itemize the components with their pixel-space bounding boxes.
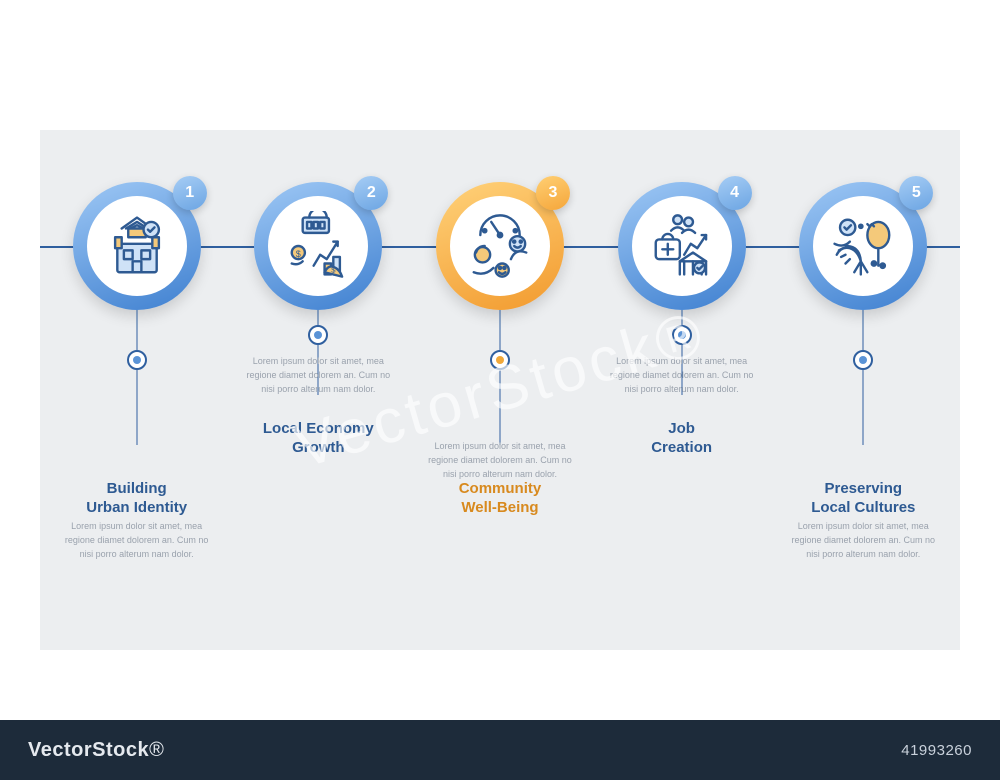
item-icon-economy: $ $ bbox=[268, 196, 368, 296]
infographic-item: 4 Job Creation Lorem ipsum dolor sit ame… bbox=[597, 130, 767, 310]
item-title: Building Urban Identity bbox=[52, 480, 222, 518]
footer-image-number: 41993260 bbox=[901, 742, 972, 759]
item-number-badge: 5 bbox=[899, 176, 933, 210]
item-title: Community Well-Being bbox=[415, 480, 585, 518]
item-icon-culture bbox=[813, 196, 913, 296]
footer-bar: VectorStock® 41993260 bbox=[0, 720, 1000, 780]
item-number-badge: 4 bbox=[718, 176, 752, 210]
item-title: Local Economy Growth bbox=[233, 420, 403, 458]
item-description: Lorem ipsum dolor sit amet, mea regione … bbox=[778, 520, 948, 562]
item-description: Lorem ipsum dolor sit amet, mea regione … bbox=[597, 355, 767, 397]
svg-text:$: $ bbox=[332, 265, 337, 274]
item-connector-dot bbox=[853, 350, 873, 370]
item-number-badge: 2 bbox=[354, 176, 388, 210]
item-connector-line bbox=[499, 310, 500, 445]
item-connector-line bbox=[136, 310, 137, 445]
item-icon-job bbox=[632, 196, 732, 296]
item-description: Lorem ipsum dolor sit amet, mea regione … bbox=[52, 520, 222, 562]
infographic-item: 1 Building Urban Identity Lorem ipsum do… bbox=[52, 130, 222, 310]
item-description: Lorem ipsum dolor sit amet, mea regione … bbox=[233, 355, 403, 397]
item-circle: 4 bbox=[618, 182, 746, 310]
item-connector-dot bbox=[308, 325, 328, 345]
item-circle: $ $ 2 bbox=[254, 182, 382, 310]
item-connector-dot bbox=[127, 350, 147, 370]
item-number-badge: 3 bbox=[536, 176, 570, 210]
infographic-item: 5 Preserving Local Cultures Lorem ipsum … bbox=[778, 130, 948, 310]
item-circle: 1 bbox=[73, 182, 201, 310]
item-title: Preserving Local Cultures bbox=[778, 480, 948, 518]
item-connector-dot bbox=[672, 325, 692, 345]
item-connector-line bbox=[863, 310, 864, 445]
item-icon-wellbeing bbox=[450, 196, 550, 296]
footer-brand: VectorStock® bbox=[28, 739, 164, 762]
footer-brand-name: VectorStock bbox=[28, 739, 149, 761]
item-circle: 5 bbox=[799, 182, 927, 310]
infographic-canvas: 1 Building Urban Identity Lorem ipsum do… bbox=[40, 130, 960, 650]
item-number-badge: 1 bbox=[173, 176, 207, 210]
svg-text:$: $ bbox=[296, 249, 301, 259]
infographic-items-row: 1 Building Urban Identity Lorem ipsum do… bbox=[40, 130, 960, 310]
infographic-item: $ $ 2 Local Economy Growth Lorem ipsum d… bbox=[233, 130, 403, 310]
footer-brand-mark: ® bbox=[149, 739, 164, 761]
item-circle: 3 bbox=[436, 182, 564, 310]
item-connector-dot bbox=[490, 350, 510, 370]
item-icon-urban bbox=[87, 196, 187, 296]
item-description: Lorem ipsum dolor sit amet, mea regione … bbox=[415, 440, 585, 482]
infographic-item: 3 Community Well-Being Lorem ipsum dolor… bbox=[415, 130, 585, 310]
item-title: Job Creation bbox=[597, 420, 767, 458]
